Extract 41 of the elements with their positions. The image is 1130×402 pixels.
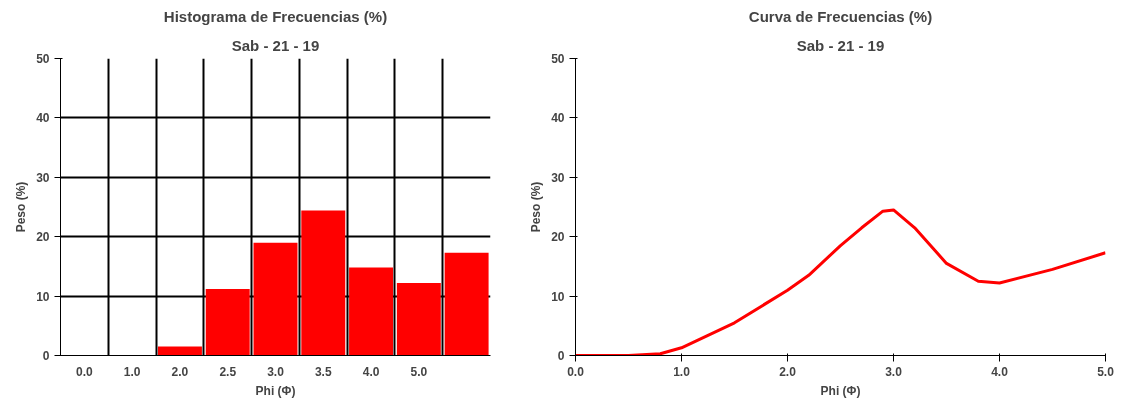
bar	[253, 242, 298, 356]
x-tick-label: 1.0	[673, 364, 691, 379]
y-tick-label: 30	[36, 170, 50, 185]
y-tick-label: 20	[551, 230, 565, 245]
y-tick-label: 30	[551, 170, 565, 185]
chart-subtitle: Sab - 21 - 19	[231, 36, 320, 54]
bar	[301, 210, 346, 356]
bar	[157, 346, 202, 356]
x-tick-label: 3.0	[267, 364, 285, 379]
bar	[396, 283, 441, 356]
x-tick-label: 2.0	[171, 364, 189, 379]
x-tick-label: 5.0	[410, 364, 428, 379]
y-tick-label: 0	[557, 349, 565, 363]
x-tick-label: 5.0	[1097, 364, 1115, 379]
x-tick-label: 2.0	[779, 364, 797, 379]
y-tick-label: 10	[36, 289, 50, 304]
x-tick-label: 3.0	[885, 364, 903, 379]
y-tick-label: 0	[42, 349, 50, 363]
y-tick-label: 50	[551, 52, 565, 66]
y-tick-label: 40	[36, 111, 50, 126]
y-tick-label: 50	[36, 52, 50, 66]
y-tick-label: 10	[551, 289, 565, 304]
x-tick-label: 0.0	[567, 364, 585, 379]
x-tick-label: 1.0	[123, 364, 141, 379]
bar	[349, 267, 394, 356]
chart-title: Curva de Frecuencias (%)	[748, 7, 933, 25]
x-tick-label: 3.5	[314, 364, 332, 379]
bar	[444, 252, 489, 356]
chart-subtitle: Sab - 21 - 19	[796, 36, 885, 54]
x-tick-label: 0.0	[76, 364, 94, 379]
bar	[205, 288, 250, 356]
x-tick-label: 4.0	[991, 364, 1009, 379]
y-axis-title: Peso (%)	[14, 181, 29, 233]
x-tick-label: 2.5	[219, 364, 237, 379]
x-axis-title: Phi (Φ)	[255, 383, 296, 398]
x-tick-label: 4.0	[362, 364, 380, 379]
y-tick-label: 20	[36, 230, 50, 245]
y-tick-label: 40	[551, 111, 565, 126]
x-axis-title: Phi (Φ)	[820, 383, 861, 398]
y-axis-title: Peso (%)	[529, 181, 544, 233]
chart-title: Histograma de Frecuencias (%)	[163, 7, 388, 25]
